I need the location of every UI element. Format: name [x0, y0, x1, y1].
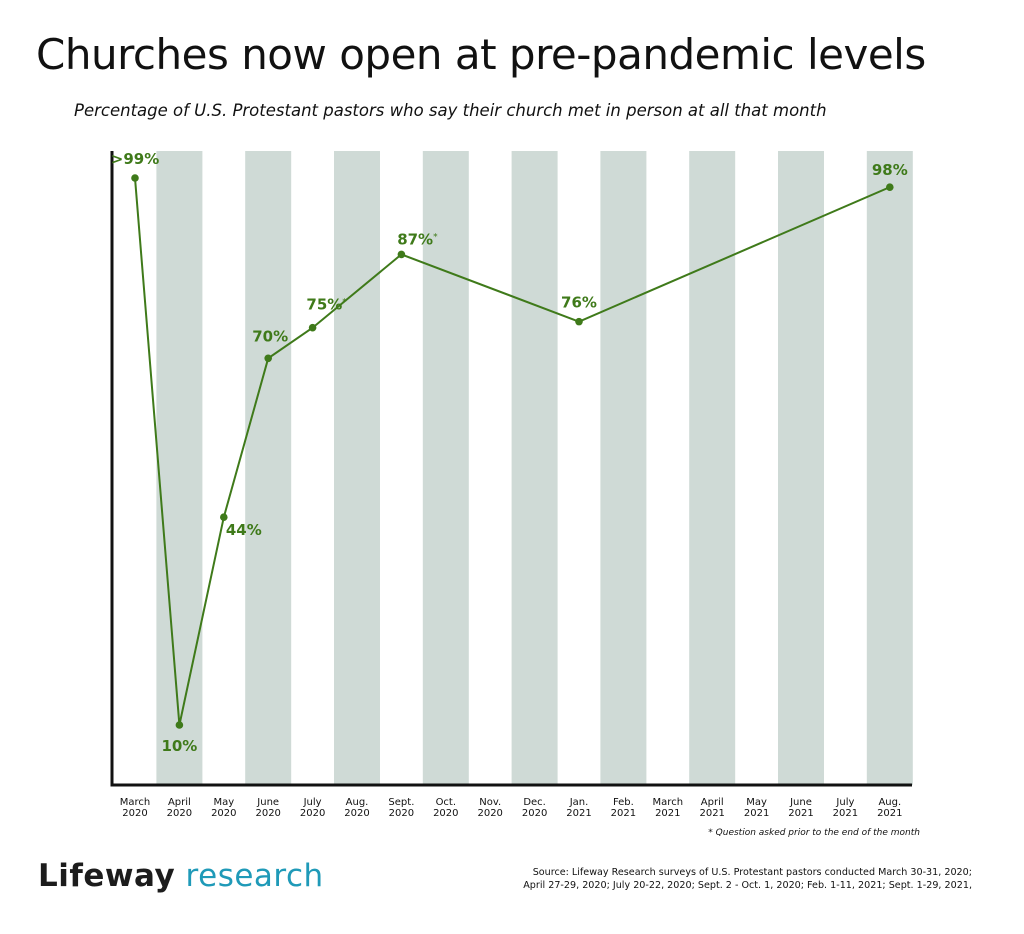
data-point	[264, 354, 273, 363]
x-tick-label: March 2021	[653, 797, 683, 819]
month-band	[156, 151, 203, 785]
x-tick-label: June 2020	[255, 797, 280, 819]
lifeway-research-logo: Lifeway research	[38, 858, 324, 894]
x-tick-label: Sept. 2020	[388, 797, 414, 819]
source-line-1: Source: Lifeway Research surveys of U.S.…	[532, 867, 972, 878]
chart-subtitle: Percentage of U.S. Protestant pastors wh…	[74, 101, 827, 120]
x-tick-labels: March 2020 April 2020 May 2020 June 2020 July 202…	[120, 797, 903, 819]
data-label: 44%	[226, 521, 262, 539]
asterisk-mark: *	[342, 298, 347, 308]
data-point	[308, 323, 317, 332]
x-tick-label: July 2020	[300, 797, 325, 819]
series-line	[134, 177, 891, 726]
x-tick-label: June 2021	[788, 797, 813, 819]
x-tick-label: Oct. 2020	[433, 797, 458, 819]
data-label: 76%	[561, 294, 597, 312]
series-line-group	[134, 177, 891, 726]
month-band	[778, 151, 824, 785]
x-tick-label: May 2021	[744, 797, 769, 819]
data-label: 87%*	[397, 230, 438, 248]
data-label: 10%	[161, 737, 197, 755]
data-point	[397, 250, 406, 259]
data-points	[131, 174, 894, 729]
month-band	[511, 151, 558, 785]
data-point	[131, 174, 139, 182]
x-tick-label: Nov. 2020	[477, 797, 502, 819]
chart-axes	[110, 151, 912, 787]
footnote: * Question asked prior to the end of the…	[708, 828, 920, 838]
x-tick-label: May 2020	[211, 797, 236, 819]
data-point	[886, 183, 894, 191]
source-note: Source: Lifeway Research surveys of U.S.…	[480, 866, 972, 892]
source-line-2: April 27-29, 2020; July 20-22, 2020; Sep…	[523, 880, 972, 891]
month-band	[600, 151, 647, 785]
data-labels: >99% 10% 44% 70% 75%* 87%* 76% 98%	[111, 150, 908, 755]
x-tick-label: July 2021	[833, 797, 858, 819]
month-band	[866, 151, 913, 785]
data-point	[220, 513, 228, 522]
logo-research: research	[175, 858, 324, 894]
month-band	[334, 151, 380, 785]
data-label: 70%	[252, 327, 288, 345]
data-label: >99%	[111, 150, 159, 168]
data-label: 75%*	[306, 296, 347, 314]
x-tick-label: Aug. 2021	[877, 797, 902, 819]
x-tick-label: April 2021	[699, 797, 724, 819]
x-tick-label: Aug. 2020	[344, 797, 369, 819]
logo-brand: Lifeway	[38, 858, 176, 894]
data-point	[575, 317, 583, 326]
x-tick-label: Jan. 2021	[566, 797, 591, 819]
x-tick-label: Dec. 2020	[522, 797, 547, 819]
month-bands	[156, 151, 913, 785]
x-tick-label: Feb. 2021	[611, 797, 636, 819]
month-band	[245, 151, 292, 785]
x-tick-label: April 2020	[167, 797, 192, 819]
chart-title: Churches now open at pre-pandemic levels	[36, 30, 926, 79]
month-band	[422, 151, 469, 785]
x-tick-label: March 2020	[120, 797, 150, 819]
data-label: 98%	[872, 161, 908, 179]
month-band	[689, 151, 736, 785]
asterisk-mark: *	[433, 232, 438, 242]
data-point	[175, 721, 184, 729]
